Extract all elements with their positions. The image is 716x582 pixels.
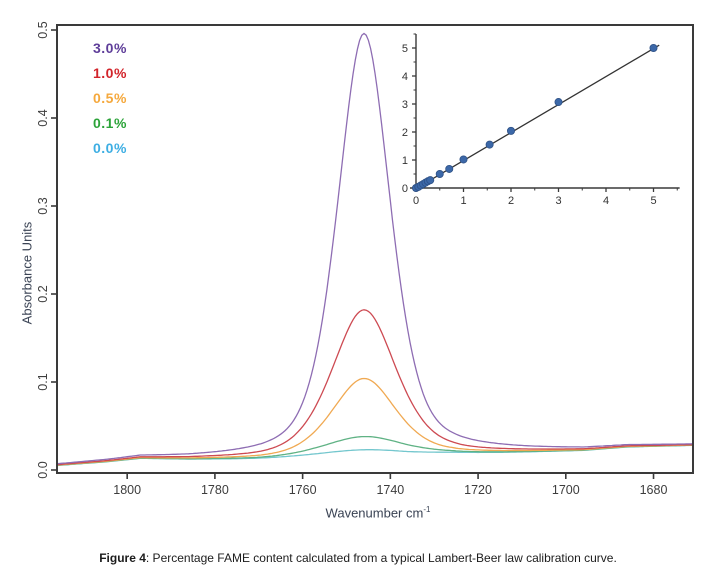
inset-x-tick-label: 4: [603, 195, 609, 207]
x-tick-label: 1760: [289, 483, 317, 497]
spectrum-curve-1.0%: [56, 309, 694, 466]
y-axis-title: Absorbance Units: [19, 221, 35, 325]
x-tick-label: 1720: [464, 483, 492, 497]
x-tick-label: 1680: [640, 483, 668, 497]
inset-y-tick-label: 5: [402, 43, 408, 55]
y-axis-ticks: 0.0 0.1 0.2 0.3 0.4 0.5: [36, 21, 57, 479]
spectrum-curve-3.0%: [56, 32, 694, 465]
x-axis-title: Wavenumber cm-1: [326, 505, 431, 520]
spectrum-curve-0.5%: [56, 377, 694, 466]
inset-y-tick-label: 4: [402, 71, 408, 83]
legend: 3.0% 1.0% 0.5% 0.1% 0.0%: [93, 36, 127, 161]
calibration-fit-line: [415, 44, 660, 190]
inset-x-tick-label: 1: [460, 195, 466, 207]
y-tick-label: 0.0: [36, 461, 50, 478]
plot-frame: [56, 24, 694, 474]
y-tick-label: 0.4: [36, 109, 50, 126]
calibration-point: [426, 176, 435, 185]
x-axis-title-exponent: -1: [423, 505, 431, 514]
y-tick-label: 0.1: [36, 373, 50, 390]
legend-item-0-5pct: 0.5%: [93, 90, 127, 106]
legend-item-0-1pct: 0.1%: [93, 115, 127, 131]
figure-caption-text: : Percentage FAME content calculated fro…: [145, 551, 617, 565]
y-tick-label: 0.2: [36, 285, 50, 302]
y-tick-label: 0.3: [36, 197, 50, 214]
inset-y-tick-label: 0: [402, 183, 408, 195]
calibration-point: [506, 126, 515, 135]
calibration-point: [445, 164, 454, 173]
legend-item-0-0pct: 0.0%: [93, 140, 127, 156]
legend-item-1-0pct: 1.0%: [93, 65, 127, 81]
x-tick-label: 1740: [376, 483, 404, 497]
inset-x-tick-label: 0: [413, 195, 419, 207]
inset-y-tick-label: 3: [402, 99, 408, 111]
x-axis-title-text: Wavenumber cm: [325, 505, 424, 521]
inset-x-tick-label: 5: [650, 195, 656, 207]
figure-caption-label: Figure 4: [99, 551, 146, 565]
calibration-point: [459, 155, 468, 164]
x-tick-label: 1780: [201, 483, 229, 497]
inset-y-tick-label: 1: [402, 155, 408, 167]
calibration-point: [435, 169, 444, 178]
calibration-point: [649, 44, 658, 53]
y-tick-label: 0.5: [36, 21, 50, 38]
inset-x-tick-label: 2: [508, 195, 514, 207]
legend-item-3-0pct: 3.0%: [93, 40, 127, 56]
main-plot: 1800 1780 1760 1740 1720 1700 1680 0.0 0.1 0.2 0.3…: [36, 21, 694, 497]
inset-calibration-chart: 0 1 2 3 4 5 0 1 2 3 4 5: [402, 33, 680, 207]
x-tick-label: 1700: [552, 483, 580, 497]
spectrum-curve-0.1%: [56, 435, 693, 467]
figure-caption: Figure 4: Percentage FAME content calcul…: [0, 551, 716, 565]
spectra-chart: 1800 1780 1760 1740 1720 1700 1680 0.0 0.1 0.2 0.3…: [36, 21, 694, 497]
x-tick-label: 1800: [113, 483, 141, 497]
calibration-point: [485, 140, 494, 149]
x-axis-ticks: 1800 1780 1760 1740 1720 1700 1680: [113, 473, 667, 497]
inset-x-tick-label: 3: [555, 195, 561, 207]
inset-y-tick-label: 2: [402, 127, 408, 139]
calibration-point: [554, 98, 563, 107]
